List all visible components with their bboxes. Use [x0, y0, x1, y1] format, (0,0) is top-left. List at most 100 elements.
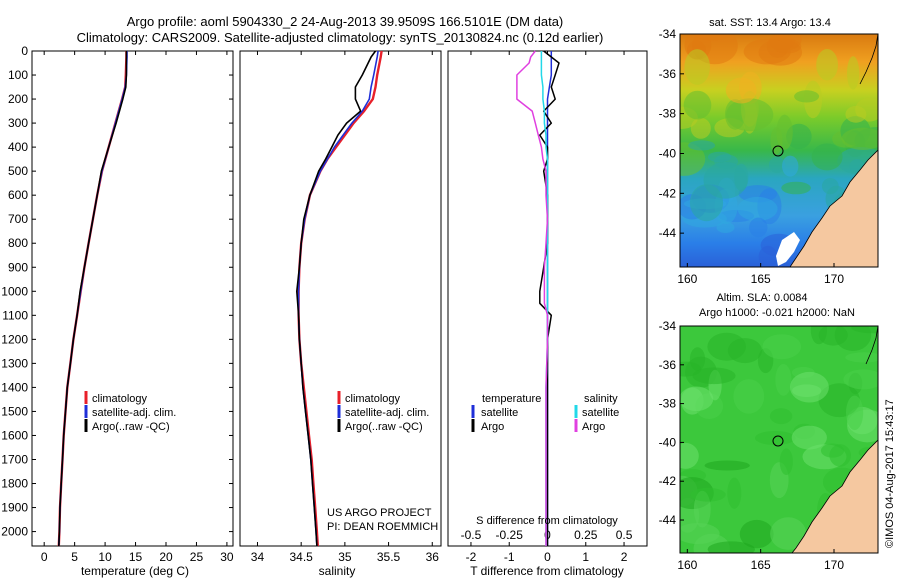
legend-label-temp-satellite: satellite — [481, 407, 518, 419]
salinity-axes — [239, 50, 442, 547]
temperature-x-axis: 0 5 10 15 20 25 30 — [41, 51, 234, 564]
map-texture-patch — [843, 369, 878, 390]
x-tick-label: 25 — [190, 550, 204, 564]
temperature-legend: climatology satellite-adj. clim. Argo(..… — [84, 391, 176, 433]
map-x-tick-label: 170 — [824, 272, 844, 286]
sla-map-title-1: Altim. SLA: 0.0084 — [716, 292, 807, 304]
map-y-tick-label: -40 — [659, 146, 677, 160]
map-texture-patch — [734, 163, 749, 192]
legend-label-argo: Argo(..raw -QC) — [92, 421, 170, 433]
coastline-north — [859, 34, 878, 85]
map-texture-patch — [769, 156, 786, 174]
map-texture-patch — [829, 444, 851, 467]
depth-tick-label: 1800 — [1, 477, 28, 491]
series-line-argo-raw-qc — [58, 51, 128, 547]
coastline-north — [865, 326, 878, 365]
difference-xlabel-bottom: T difference from climatology — [470, 564, 624, 578]
map-texture-patch — [845, 105, 867, 123]
sla-map-title-2: Argo h1000: -0.021 h2000: NaN — [699, 307, 855, 319]
map-x-tick-label: 170 — [824, 558, 844, 572]
x-tick-label: 15 — [129, 550, 143, 564]
map-texture-patch — [692, 367, 736, 385]
sla-map-frame — [679, 325, 879, 554]
depth-tick-label: 1200 — [1, 332, 28, 346]
depth-tick-label: 1300 — [1, 356, 28, 370]
map-texture-patch — [690, 487, 726, 502]
legend-label-temp-argo: Argo — [481, 421, 504, 433]
x-tick-label: -1 — [504, 550, 515, 564]
series-line-argo — [516, 50, 549, 546]
legend-label-climatology: climatology — [92, 393, 148, 405]
map-texture-patch — [775, 364, 792, 396]
depth-tick-label: 500 — [8, 164, 28, 178]
salinity-xlabel: salinity — [319, 564, 356, 578]
salinity-series — [295, 50, 383, 547]
x-tick-label: 35.5 — [377, 550, 401, 564]
map-texture-patch — [737, 196, 778, 221]
legend-label-sal-argo: Argo — [582, 421, 605, 433]
map-texture-patch — [846, 395, 864, 431]
map-y-tick-label: -38 — [659, 397, 677, 411]
sla-map-image — [680, 326, 878, 553]
map-texture-patch — [818, 326, 848, 346]
map-texture-patch — [727, 477, 742, 509]
map-texture-patch — [762, 334, 802, 360]
depth-tick-label: 1500 — [1, 404, 28, 418]
land-mass — [789, 149, 878, 267]
depth-tick-label: 1700 — [1, 452, 28, 466]
map-texture-patch — [816, 48, 838, 81]
difference-panel: -2 -1 0 1 2-0.5 -0.25 0 0.25 0.5 T difference fr… — [447, 50, 648, 578]
map-texture-patch — [707, 151, 732, 163]
depth-tick-label: 1000 — [1, 284, 28, 298]
x-top-tick-label: 0.5 — [616, 528, 633, 542]
map-texture-patch — [845, 352, 878, 363]
title-line-1: Argo profile: aoml 5904330_2 24-Aug-2013… — [127, 14, 564, 29]
difference-legend: temperature satellite Argo salinity sate… — [471, 393, 619, 433]
map-texture-patch — [716, 222, 735, 233]
temperature-xlabel: temperature (deg C) — [81, 564, 189, 578]
map-y-tick-label: -42 — [659, 474, 677, 488]
depth-tick-label: 300 — [8, 116, 28, 130]
sst-map-image — [680, 34, 878, 267]
x-tick-label: 34.5 — [289, 550, 313, 564]
map-y-tick-label: -42 — [659, 186, 677, 200]
x-tick-label: 30 — [220, 550, 234, 564]
difference-x-axis: -2 -1 0 1 2-0.5 -0.25 0 0.25 0.5 — [461, 51, 633, 564]
map-texture-patch — [726, 98, 774, 132]
map-texture-patch — [704, 460, 750, 471]
map-texture-patch — [781, 181, 811, 195]
profile-location-marker — [772, 145, 784, 157]
x-tick-label: 2 — [621, 550, 628, 564]
map-texture-patch — [690, 117, 711, 139]
legend-label-argo: Argo(..raw -QC) — [345, 421, 423, 433]
depth-tick-label: 1900 — [1, 501, 28, 515]
map-texture-patch — [749, 217, 768, 238]
no-data-patch — [776, 232, 800, 266]
map-y-tick-label: -44 — [659, 226, 677, 240]
map-texture-patch — [770, 517, 807, 550]
map-texture-patch — [770, 127, 783, 155]
map-texture-patch — [707, 541, 755, 553]
series-line-argo-raw-qc — [295, 50, 377, 547]
x-tick-label: 0 — [41, 550, 48, 564]
x-tick-label: 35 — [338, 550, 352, 564]
depth-tick-label: 900 — [8, 260, 28, 274]
legend-header-salinity: salinity — [584, 393, 618, 405]
salinity-legend: climatology satellite-adj. clim. Argo(..… — [337, 391, 429, 433]
map-y-tick-label: -36 — [659, 358, 677, 372]
map-x-tick-label: 160 — [677, 272, 697, 286]
map-texture-patch — [782, 155, 799, 177]
sla-map-panel: Altim. SLA: 0.0084 Argo h1000: -0.021 h2… — [659, 292, 879, 572]
map-texture-patch — [725, 77, 757, 104]
title-line-2: Climatology: CARS2009. Satellite-adjuste… — [77, 30, 604, 45]
map-y-tick-label: -44 — [659, 513, 677, 527]
sst-map-panel: sat. SST: 13.4 Argo: 13.4 160 165 170 -34 -3… — [659, 17, 879, 286]
map-texture-patch — [769, 408, 793, 425]
map-x-tick-label: 165 — [751, 272, 771, 286]
x-tick-label: 5 — [71, 550, 78, 564]
depth-tick-label: 1600 — [1, 428, 28, 442]
map-texture-patch — [791, 425, 827, 450]
map-texture-patch — [727, 338, 763, 364]
land-mass — [791, 439, 878, 553]
temperature-panel: 0100200300400500600700800900100011001200… — [1, 44, 647, 578]
